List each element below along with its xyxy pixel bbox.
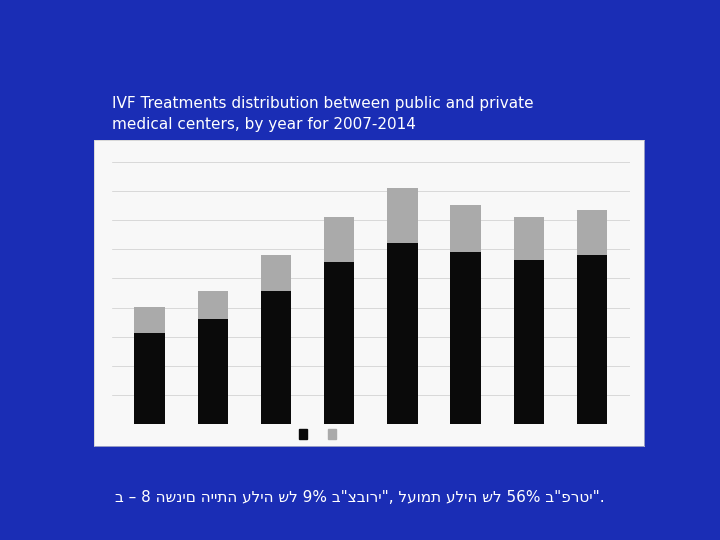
Text: medical centers, by year for 2007-2014: medical centers, by year for 2007-2014 [112, 117, 415, 132]
Bar [197, 291, 228, 319]
Bar [135, 307, 165, 333]
Bar [197, 319, 228, 424]
Bar [577, 255, 607, 424]
Bar [324, 217, 354, 262]
Bar [387, 188, 418, 243]
Bar [261, 291, 291, 424]
Bar [513, 260, 544, 424]
Text: IVF Treatments distribution between public and private: IVF Treatments distribution between publ… [112, 96, 534, 111]
Bar [135, 333, 165, 424]
Bar [451, 253, 481, 424]
Bar [261, 255, 291, 291]
Bar [387, 243, 418, 424]
Bar [324, 262, 354, 424]
Bar [513, 217, 544, 260]
Text: ב – 8 השנים הייתה עליה של 9% ב"צבורי", לעומת עליה של 56% ב"פרטי".: ב – 8 השנים הייתה עליה של 9% ב"צבורי", ל… [115, 490, 605, 505]
Bar [451, 205, 481, 253]
Bar [577, 210, 607, 255]
